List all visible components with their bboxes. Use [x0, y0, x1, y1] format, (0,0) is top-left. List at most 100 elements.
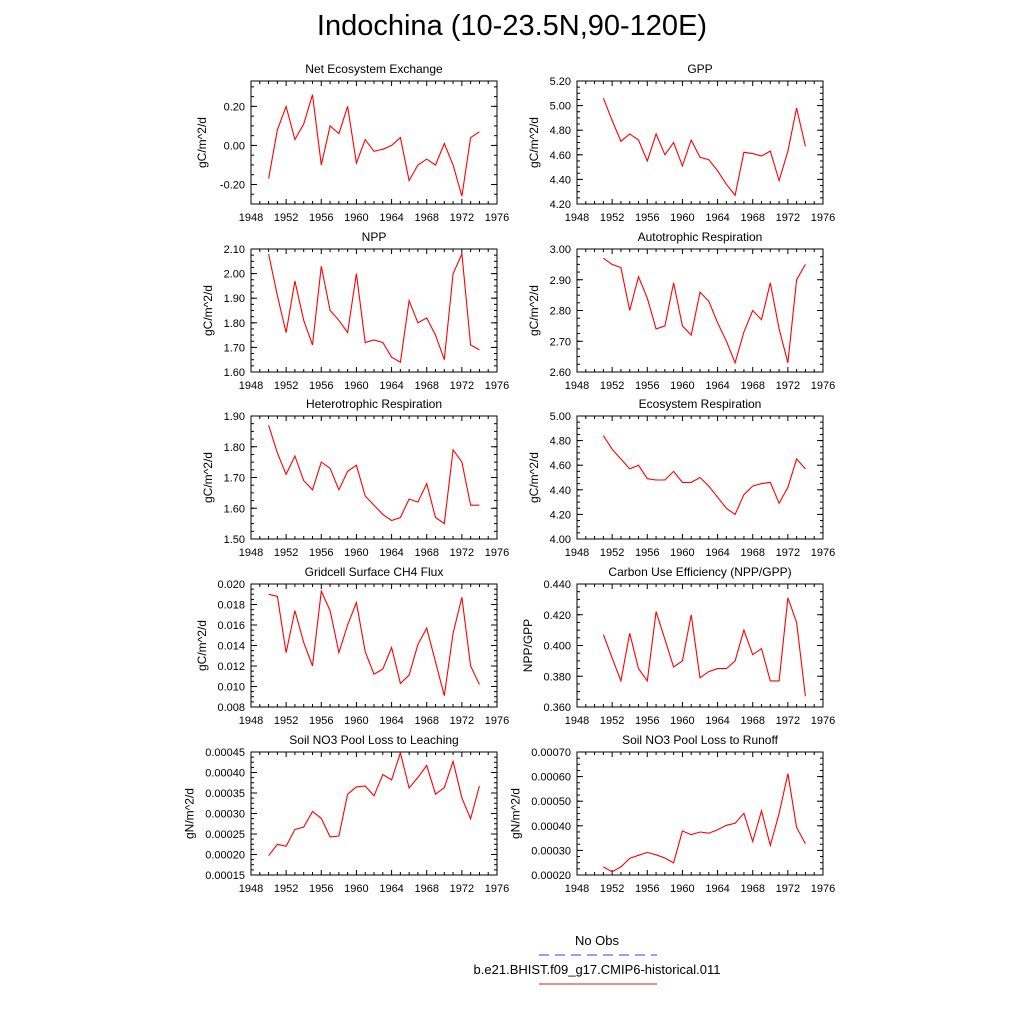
x-tick-label: 1976 [811, 715, 835, 727]
x-tick-label: 1952 [274, 883, 298, 895]
chart-panel: 1948 1952 1956 1960 1964 1968 1972 1976 4.20 4.40… [527, 62, 835, 224]
x-tick-label: 1948 [239, 212, 263, 224]
y-tick-label: 0.00040 [205, 768, 245, 780]
y-tick-label: 0.012 [217, 661, 245, 673]
x-tick-label: 1968 [740, 212, 764, 224]
y-tick-label: 0.00050 [531, 796, 571, 808]
plot-frame [576, 751, 824, 876]
y-tick-label: 2.10 [224, 244, 245, 256]
panel-title: Net Ecosystem Exchange [305, 62, 443, 76]
x-tick-label: 1952 [274, 212, 298, 224]
x-tick-label: 1972 [450, 547, 474, 559]
y-tick-label: 2.70 [550, 336, 571, 348]
plot-frame [250, 751, 498, 876]
y-tick-label: 0.008 [217, 702, 245, 714]
x-tick-label: 1948 [565, 380, 589, 392]
x-tick-label: 1976 [485, 715, 509, 727]
panel-title: Carbon Use Efficiency (NPP/GPP) [608, 565, 791, 579]
x-tick-label: 1972 [776, 883, 800, 895]
x-tick-label: 1968 [740, 380, 764, 392]
x-tick-label: 1976 [485, 212, 509, 224]
y-tick-label: 0.020 [217, 579, 245, 591]
x-tick-label: 1976 [485, 547, 509, 559]
x-tick-label: 1964 [379, 212, 403, 224]
y-tick-label: 0.20 [224, 101, 245, 113]
x-tick-label: 1956 [635, 380, 659, 392]
y-tick-label: -0.20 [220, 179, 245, 191]
x-tick-label: 1964 [379, 715, 403, 727]
x-tick-label: 1948 [565, 212, 589, 224]
panel-title: Gridcell Surface CH4 Flux [305, 565, 444, 579]
y-tick-label: 1.90 [224, 411, 245, 423]
x-tick-label: 1972 [776, 212, 800, 224]
y-axis-label: gC/m^2/d [527, 117, 541, 168]
y-axis-label: gC/m^2/d [527, 285, 541, 336]
x-tick-label: 1948 [239, 883, 263, 895]
series-line [268, 425, 480, 525]
x-tick-label: 1960 [344, 547, 368, 559]
series-line [268, 94, 480, 197]
series-line [268, 750, 480, 857]
y-tick-label: 0.016 [217, 620, 245, 632]
y-tick-label: 0.010 [217, 682, 245, 694]
x-tick-label: 1972 [776, 380, 800, 392]
y-axis-label: gC/m^2/d [201, 452, 215, 503]
x-tick-label: 1972 [450, 212, 474, 224]
series-line [602, 597, 806, 697]
y-tick-label: 3.00 [550, 244, 571, 256]
x-tick-label: 1976 [811, 212, 835, 224]
y-tick-label: 4.60 [550, 460, 571, 472]
x-tick-label: 1964 [379, 547, 403, 559]
x-tick-label: 1964 [379, 883, 403, 895]
series-line [268, 251, 480, 364]
y-tick-label: 0.00025 [205, 829, 245, 841]
legend-no-obs-label: No Obs [574, 933, 620, 948]
x-tick-label: 1972 [776, 715, 800, 727]
y-tick-label: 0.00035 [205, 788, 245, 800]
y-tick-label: 4.20 [550, 199, 571, 211]
y-tick-label: 0.00045 [205, 747, 245, 759]
series-line [602, 435, 806, 516]
chart-panel: 1948 1952 1956 1960 1964 1968 1972 1976 0.008 0.0… [195, 565, 509, 727]
panel-title: Autotrophic Respiration [638, 230, 763, 244]
chart-panel: 1948 1952 1956 1960 1964 1968 1972 1976 1.50 1.60… [201, 397, 509, 559]
y-tick-label: 0.440 [543, 579, 571, 591]
panel-title: NPP [362, 230, 387, 244]
x-tick-label: 1948 [565, 883, 589, 895]
x-tick-label: 1976 [485, 883, 509, 895]
y-tick-label: 0.014 [217, 641, 245, 653]
legend-run-label: b.e21.BHIST.f09_g17.CMIP6-historical.011 [473, 962, 721, 977]
x-tick-label: 1976 [811, 380, 835, 392]
x-tick-label: 1976 [811, 547, 835, 559]
series-line [602, 97, 806, 197]
chart-panel: 1948 1952 1956 1960 1964 1968 1972 1976 0.00015 0… [183, 733, 510, 895]
y-axis-label: NPP/GPP [521, 619, 535, 672]
panel-title: Soil NO3 Pool Loss to Runoff [622, 733, 779, 747]
legend [539, 954, 657, 985]
y-axis-label: gC/m^2/d [201, 285, 215, 336]
x-tick-label: 1972 [450, 883, 474, 895]
y-axis-label: gN/m^2/d [183, 788, 197, 839]
y-tick-label: 0.380 [543, 671, 571, 683]
x-tick-label: 1964 [379, 380, 403, 392]
y-tick-label: 2.90 [550, 275, 571, 287]
x-tick-label: 1956 [309, 715, 333, 727]
y-axis-label: gC/m^2/d [195, 117, 209, 168]
plot-frame [576, 248, 824, 373]
x-tick-label: 1948 [239, 715, 263, 727]
x-tick-label: 1952 [274, 380, 298, 392]
x-tick-label: 1956 [309, 212, 333, 224]
chart-panel: 1948 1952 1956 1960 1964 1968 1972 1976 4.00 4.20… [527, 397, 835, 559]
x-tick-label: 1968 [414, 380, 438, 392]
series-line [603, 257, 806, 365]
y-tick-label: 0.00040 [531, 821, 571, 833]
chart-panel: 1948 1952 1956 1960 1964 1968 1972 1976 0.00020 0… [509, 733, 836, 895]
y-tick-label: 0.00 [224, 140, 245, 152]
x-tick-label: 1968 [740, 715, 764, 727]
y-tick-label: 2.60 [550, 367, 571, 379]
plot-frame [576, 80, 824, 205]
y-tick-label: 2.80 [550, 306, 571, 318]
x-tick-label: 1960 [344, 715, 368, 727]
panel-title: GPP [687, 62, 712, 76]
x-tick-label: 1964 [705, 883, 729, 895]
